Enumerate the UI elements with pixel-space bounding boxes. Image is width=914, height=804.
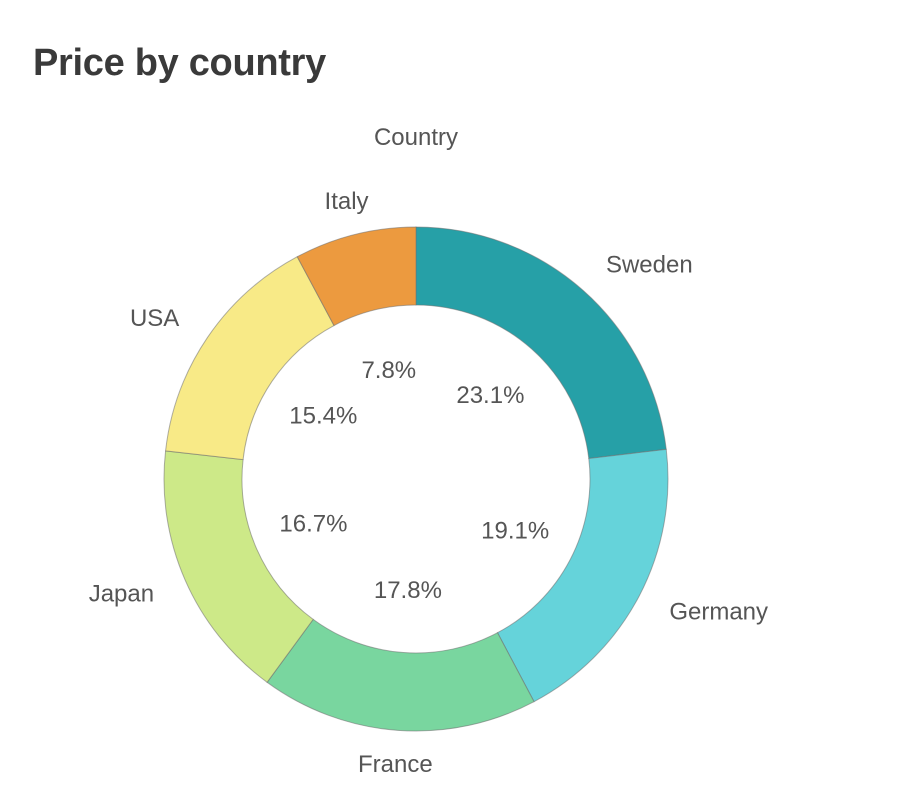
percent-italy: 7.8% (361, 357, 416, 384)
donut-slices (163, 226, 669, 732)
slice-france[interactable] (266, 618, 535, 732)
percent-sweden: 23.1% (456, 382, 524, 409)
percentage-labels: 23.1% 19.1% 17.8% 16.7% 15.4%7.8% (279, 357, 549, 604)
category-labels: Sweden Germany France Japan USA Italy (89, 188, 768, 778)
legend-title: Country (374, 124, 458, 151)
slice-sweden[interactable] (415, 226, 667, 460)
slice-germany[interactable] (496, 448, 669, 703)
slice-italy[interactable] (296, 226, 417, 327)
label-germany: Germany (669, 598, 768, 625)
label-japan: Japan (89, 580, 154, 607)
label-usa: USA (130, 305, 179, 332)
percent-france: 17.8% (374, 577, 442, 604)
label-sweden: Sweden (606, 252, 693, 279)
percent-japan: 16.7% (279, 511, 347, 538)
percent-usa: 15.4% (289, 403, 357, 430)
chart-title: Price by country (33, 42, 326, 84)
percent-germany: 19.1% (481, 517, 549, 544)
slice-japan[interactable] (163, 450, 314, 684)
label-italy: Italy (325, 188, 369, 215)
label-france: France (358, 751, 433, 778)
